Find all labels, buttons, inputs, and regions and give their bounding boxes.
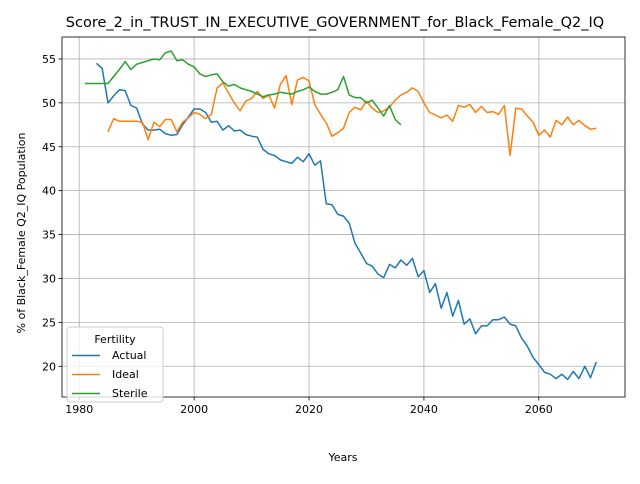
plot-frame [61,36,626,398]
x-axis-label: Years [327,451,357,464]
y-tick-label: 55 [42,53,56,66]
x-tick-label: 2060 [525,403,553,416]
y-tick-label: 40 [42,185,56,198]
legend-label-ideal: Ideal [112,368,139,381]
x-tick-label: 2020 [295,403,323,416]
series-line-ideal [107,74,597,157]
grid [62,37,625,397]
x-tick-label: 1980 [65,403,93,416]
y-tick-label: 20 [42,360,56,373]
y-tick-label: 50 [42,97,56,110]
series-line-actual [95,62,598,381]
y-axis: 20 25 30 35 40 45 50 55 [42,53,62,373]
y-tick-label: 25 [42,316,56,329]
series-line-sterile [85,50,402,126]
y-axis-label: % of Black_Female Q2_IQ Population [15,133,28,334]
legend-title: Fertility [94,333,136,346]
y-tick-label: 35 [42,229,56,242]
x-tick-label: 2000 [180,403,208,416]
legend-label-sterile: Sterile [112,387,148,400]
y-tick-label: 30 [42,272,56,285]
legend-box [66,326,164,403]
legend-label-actual: Actual [112,349,146,362]
chart-title: Score_2_in_TRUST_IN_EXECUTIVE_GOVERNMENT… [66,15,604,31]
x-axis: 1980 2000 2020 2040 2060 [65,397,553,416]
x-tick-label: 2040 [410,403,438,416]
legend: Fertility Actual Ideal Sterile [66,326,164,403]
series-lines [85,50,598,381]
y-tick-label: 45 [42,141,56,154]
